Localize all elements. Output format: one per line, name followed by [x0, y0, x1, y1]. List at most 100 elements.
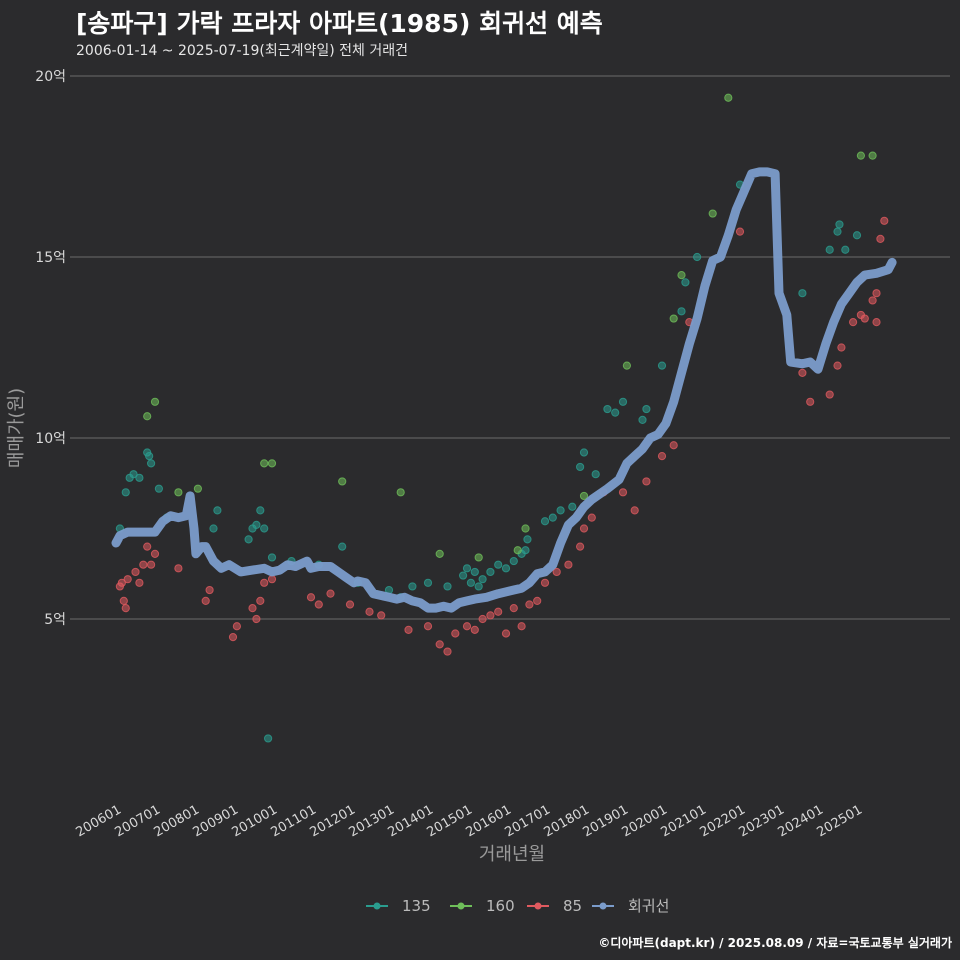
- data-point-135: [260, 524, 269, 533]
- data-point-160: [143, 412, 152, 421]
- data-point-85: [486, 611, 495, 620]
- data-point-85: [139, 560, 148, 569]
- data-point-160: [193, 484, 202, 493]
- data-point-160: [260, 459, 269, 468]
- data-point-135: [825, 245, 834, 254]
- data-point-85: [314, 600, 323, 609]
- data-point-85: [837, 343, 846, 352]
- legend-swatch-dot: [599, 902, 607, 910]
- data-point-160: [724, 93, 733, 102]
- data-point-85: [228, 633, 238, 642]
- data-point-85: [630, 506, 639, 515]
- data-point-85: [525, 600, 534, 609]
- data-point-85: [576, 542, 585, 551]
- data-point-135: [681, 278, 690, 287]
- data-point-135: [478, 575, 487, 584]
- data-point-85: [147, 560, 156, 569]
- data-point-160: [677, 271, 686, 280]
- data-point-85: [345, 600, 355, 609]
- data-point-85: [618, 488, 628, 497]
- data-point-85: [260, 578, 269, 587]
- legend-swatch-dot: [457, 902, 465, 910]
- data-point-135: [852, 231, 862, 240]
- data-point-160: [338, 477, 347, 486]
- data-point-135: [443, 582, 452, 591]
- data-point-135: [494, 560, 503, 569]
- data-point-85: [267, 575, 277, 584]
- data-point-85: [404, 625, 413, 634]
- data-point-135: [474, 582, 483, 591]
- data-point-85: [135, 578, 144, 587]
- data-point-135: [154, 484, 163, 493]
- y-axis-label: 매매가(원): [6, 388, 27, 468]
- data-point-160: [150, 397, 160, 406]
- data-point-85: [669, 441, 678, 450]
- y-tick-label: 5억: [44, 612, 66, 628]
- data-point-135: [462, 564, 472, 573]
- data-point-160: [396, 488, 405, 497]
- data-point-135: [145, 452, 154, 461]
- data-point-135: [576, 462, 585, 472]
- data-point-85: [872, 289, 881, 298]
- data-point-135: [466, 578, 475, 587]
- data-point-160: [521, 524, 530, 533]
- data-point-135: [423, 578, 433, 587]
- data-point-135: [841, 245, 850, 254]
- data-point-85: [833, 361, 842, 370]
- data-point-85: [860, 314, 869, 323]
- data-point-85: [365, 607, 374, 616]
- data-point-85: [533, 596, 542, 606]
- legend-label: 160: [486, 897, 515, 915]
- data-point-85: [552, 567, 561, 577]
- data-point-85: [117, 578, 126, 587]
- data-point-85: [143, 542, 152, 551]
- data-point-135: [638, 415, 647, 424]
- data-point-135: [693, 252, 702, 262]
- y-tick-label: 20억: [35, 69, 66, 85]
- y-tick-label: 10억: [35, 431, 66, 447]
- data-point-85: [478, 614, 487, 624]
- regression-line: [111, 167, 897, 613]
- data-point-135: [540, 517, 550, 526]
- data-point-85: [494, 607, 503, 616]
- data-point-135: [833, 227, 842, 236]
- data-point-135: [603, 404, 612, 414]
- x-tick-label: 202501: [815, 802, 865, 840]
- data-point-85: [451, 629, 460, 638]
- data-point-85: [435, 640, 444, 649]
- data-point-160: [622, 361, 632, 370]
- data-point-160: [435, 549, 444, 558]
- data-point-85: [377, 611, 386, 620]
- data-point-135: [501, 564, 511, 573]
- data-point-135: [264, 734, 273, 743]
- data-point-135: [591, 470, 600, 479]
- data-point-135: [244, 535, 253, 544]
- data-point-160: [174, 488, 183, 497]
- data-point-85: [252, 614, 261, 624]
- data-point-85: [306, 593, 316, 602]
- data-point-160: [579, 491, 589, 501]
- data-point-85: [579, 524, 589, 533]
- data-point-85: [121, 604, 130, 613]
- legend-label: 회귀선: [628, 897, 669, 915]
- data-point-135: [618, 397, 628, 406]
- data-point-135: [256, 506, 265, 515]
- data-point-135: [121, 488, 130, 497]
- data-point-160: [708, 209, 717, 218]
- data-point-85: [825, 390, 834, 399]
- data-point-85: [735, 227, 745, 236]
- data-point-85: [517, 622, 526, 631]
- chart-title: [송파구] 가락 프라자 아파트(1985) 회귀선 예측: [76, 9, 603, 38]
- data-point-85: [642, 477, 651, 486]
- data-point-85: [876, 234, 885, 243]
- y-tick-label: 15억: [35, 250, 66, 266]
- data-point-135: [252, 520, 261, 529]
- data-point-135: [209, 524, 218, 533]
- data-point-135: [798, 289, 807, 298]
- data-point-160: [856, 151, 866, 160]
- data-point-135: [147, 459, 156, 468]
- data-point-85: [123, 575, 132, 584]
- data-point-135: [548, 513, 557, 522]
- data-point-135: [486, 567, 495, 577]
